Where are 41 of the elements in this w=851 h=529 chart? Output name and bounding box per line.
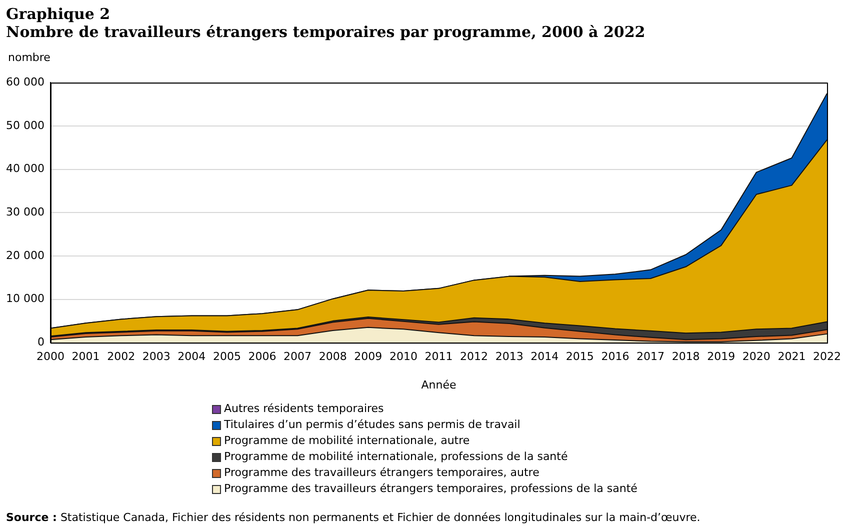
x-tick-label: 2021 — [778, 350, 806, 364]
x-tick-label: 2009 — [354, 350, 382, 364]
x-tick-label: 2010 — [389, 350, 418, 364]
legend-label: Titulaires d’un permis d’études sans permis de travail — [224, 417, 520, 433]
legend-label: Programme de mobilité internationale, autre — [224, 433, 470, 449]
x-tick-label: 2006 — [248, 350, 276, 364]
y-tick-label: 40 000 — [6, 162, 44, 176]
x-tick-label: 2007 — [284, 350, 312, 364]
x-tick-label: 2011 — [424, 350, 453, 364]
legend-label: Programme des travailleurs étrangers temporaires, professions de la santé — [224, 481, 638, 497]
y-tick-label: 60 000 — [6, 75, 44, 88]
y-tick-label: 10 000 — [6, 292, 44, 306]
legend-label: Autres résidents temporaires — [224, 401, 384, 417]
y-tick-label: 0 — [37, 335, 44, 348]
x-tick-label: 2012 — [460, 350, 488, 364]
chart-title: Graphique 2 — [6, 5, 112, 23]
x-tick-label: 2017 — [636, 350, 665, 364]
x-tick-label: 2005 — [212, 350, 241, 364]
x-tick-label: 2013 — [495, 350, 524, 364]
x-tick-label: 2001 — [72, 350, 100, 364]
x-tick-label: 2018 — [672, 350, 700, 364]
y-axis-title: nombre — [8, 51, 50, 64]
x-tick-label: 2019 — [707, 350, 736, 364]
x-tick-label: 2022 — [813, 350, 841, 364]
y-tick-label: 20 000 — [6, 248, 44, 262]
chart-subtitle: Nombre de travailleurs étrangers temporaires par programme, 2000 à 2022 — [6, 23, 646, 41]
x-axis-title: Année — [421, 378, 456, 392]
source-note: Source : Statistique Canada, Fichier des résidents non permanents et Fichier de données longitudinales sur la main-d’œuvre. — [6, 511, 700, 524]
legend-label: Programme des travailleurs étrangers temporaires, autre — [224, 465, 540, 481]
y-tick-label: 30 000 — [6, 205, 44, 218]
x-tick-label: 2003 — [142, 350, 170, 364]
x-tick-label: 2008 — [318, 350, 347, 364]
x-tick-label: 2000 — [36, 350, 64, 364]
x-tick-label: 2015 — [566, 350, 594, 364]
x-tick-label: 2020 — [742, 350, 770, 364]
x-tick-label: 2004 — [178, 350, 206, 364]
x-tick-label: 2014 — [530, 350, 559, 364]
legend-label: Programme de mobilité internationale, professions de la santé — [224, 449, 568, 465]
x-tick-label: 2016 — [601, 350, 630, 364]
x-tick-label: 2002 — [107, 350, 136, 364]
y-tick-label: 50 000 — [6, 118, 44, 132]
